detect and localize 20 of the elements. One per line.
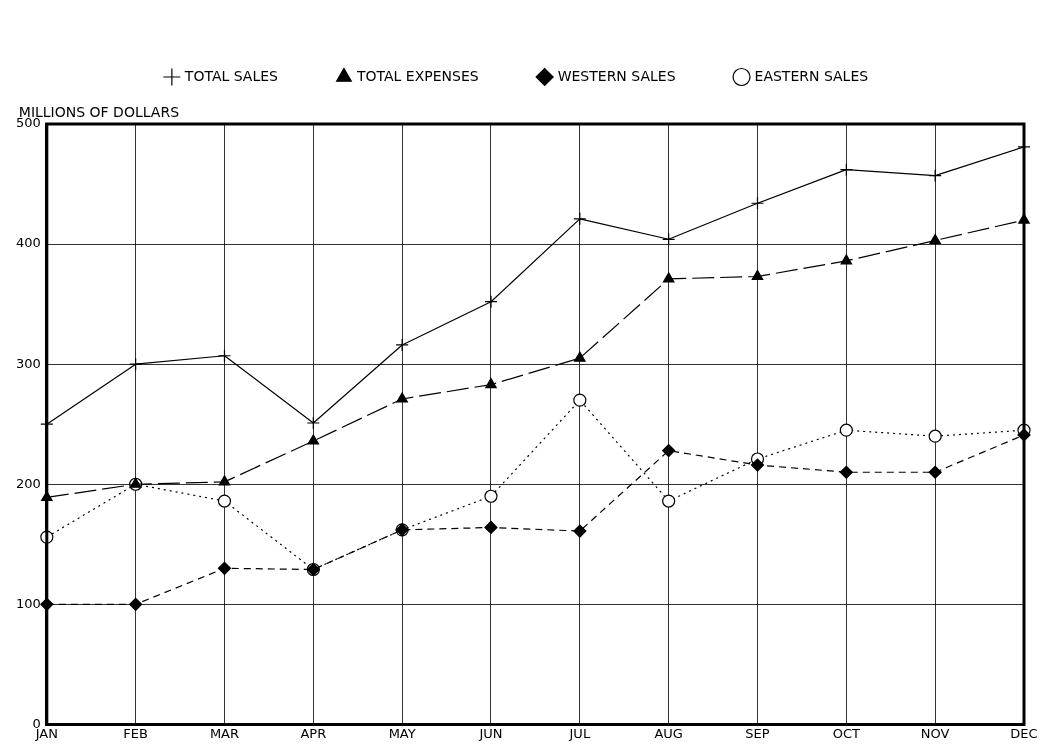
y-tick-label: 400 — [15, 235, 41, 251]
legend-label: TOTAL SALES — [183, 67, 279, 84]
legend-label: WESTERN SALES — [557, 67, 676, 84]
x-tick-label: SEP — [745, 725, 770, 741]
x-tick-label: MAY — [388, 725, 416, 741]
x-tick-label: FEB — [123, 725, 148, 741]
y-tick-label: 100 — [15, 595, 41, 611]
x-tick-label: APR — [300, 725, 327, 741]
x-tick-label: AUG — [654, 725, 683, 741]
legend-label: TOTAL EXPENSES — [355, 67, 479, 84]
x-tick-label: DEC — [1010, 725, 1038, 741]
x-tick-label: OCT — [832, 725, 861, 741]
y-tick-label: 300 — [15, 355, 41, 371]
x-tick-label: NOV — [920, 725, 950, 741]
x-tick-label: JUL — [568, 725, 591, 741]
x-tick-label: JUN — [478, 725, 503, 741]
x-tick-label: MAR — [209, 725, 240, 741]
y-tick-label: 200 — [15, 475, 41, 491]
y-tick-label: 500 — [15, 115, 41, 131]
legend-label: EASTERN SALES — [754, 67, 869, 84]
